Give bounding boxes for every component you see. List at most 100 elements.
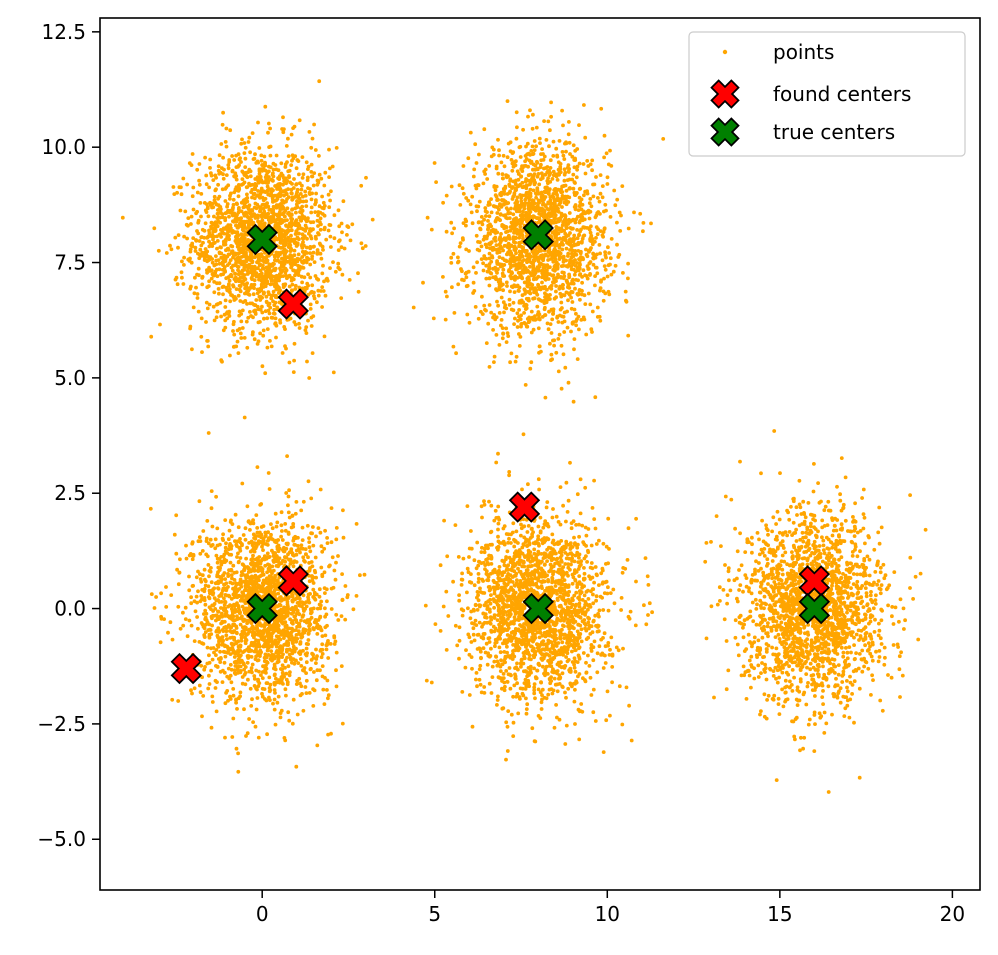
point [602, 276, 606, 281]
point [507, 297, 512, 302]
point [240, 235, 244, 240]
point [593, 283, 597, 288]
point [517, 145, 522, 150]
point [280, 351, 285, 355]
point [603, 202, 608, 207]
point [191, 185, 196, 190]
point [456, 282, 461, 287]
point [240, 481, 245, 486]
point [259, 153, 264, 158]
point [506, 233, 511, 238]
point [244, 259, 249, 263]
point [431, 316, 436, 321]
point [501, 288, 505, 293]
point [524, 177, 528, 181]
point [468, 202, 473, 207]
point [196, 309, 201, 314]
point [239, 250, 244, 255]
point [293, 219, 298, 224]
point [250, 273, 255, 278]
point [299, 226, 304, 231]
point [624, 299, 629, 304]
point [281, 250, 286, 255]
point [505, 216, 510, 221]
point [286, 259, 290, 264]
point [209, 276, 214, 281]
point [476, 240, 480, 244]
point [223, 325, 228, 330]
point [609, 272, 614, 277]
point [583, 302, 588, 306]
point [289, 132, 294, 137]
point [288, 249, 293, 253]
point [232, 158, 237, 162]
point [626, 226, 631, 231]
point [220, 680, 225, 684]
point [450, 285, 454, 290]
point [559, 386, 564, 391]
point [276, 258, 280, 262]
point [539, 152, 543, 157]
point [213, 269, 218, 274]
point [330, 164, 335, 169]
point [548, 166, 553, 170]
point [505, 229, 510, 234]
point [575, 228, 579, 232]
point [273, 293, 278, 298]
point [266, 290, 271, 295]
point [274, 198, 279, 203]
point [219, 142, 224, 146]
point [307, 536, 311, 540]
point [571, 226, 575, 231]
point [524, 157, 529, 161]
point [485, 177, 490, 181]
point [514, 354, 519, 359]
point [429, 227, 434, 232]
point [218, 205, 223, 209]
point [534, 276, 539, 280]
point [320, 664, 325, 668]
point [490, 246, 494, 250]
point [268, 153, 273, 158]
point [271, 311, 276, 316]
point [217, 170, 222, 175]
point [257, 146, 262, 150]
point [626, 276, 630, 281]
point [522, 287, 527, 292]
point [508, 360, 512, 365]
point [487, 251, 492, 256]
point [451, 344, 456, 349]
point [218, 245, 223, 250]
point [271, 204, 276, 209]
point [632, 210, 636, 215]
point [518, 275, 523, 279]
point [316, 224, 320, 228]
point [216, 164, 221, 169]
point [568, 152, 572, 156]
point [223, 218, 228, 223]
point [284, 192, 289, 196]
point [269, 522, 273, 526]
point [292, 341, 297, 346]
point [250, 131, 255, 136]
point [550, 357, 554, 362]
point [238, 537, 242, 541]
point [268, 282, 273, 287]
point [554, 174, 559, 179]
point [189, 163, 194, 168]
point [258, 209, 263, 213]
point [207, 269, 212, 273]
point [277, 231, 282, 236]
point [557, 202, 562, 207]
point [266, 265, 271, 269]
point [191, 236, 196, 241]
point [574, 175, 579, 180]
point [213, 686, 218, 690]
point [469, 210, 474, 215]
point [502, 189, 506, 194]
point [472, 167, 477, 172]
point [554, 350, 559, 355]
point [234, 287, 239, 291]
point [567, 177, 572, 182]
point [268, 339, 272, 343]
